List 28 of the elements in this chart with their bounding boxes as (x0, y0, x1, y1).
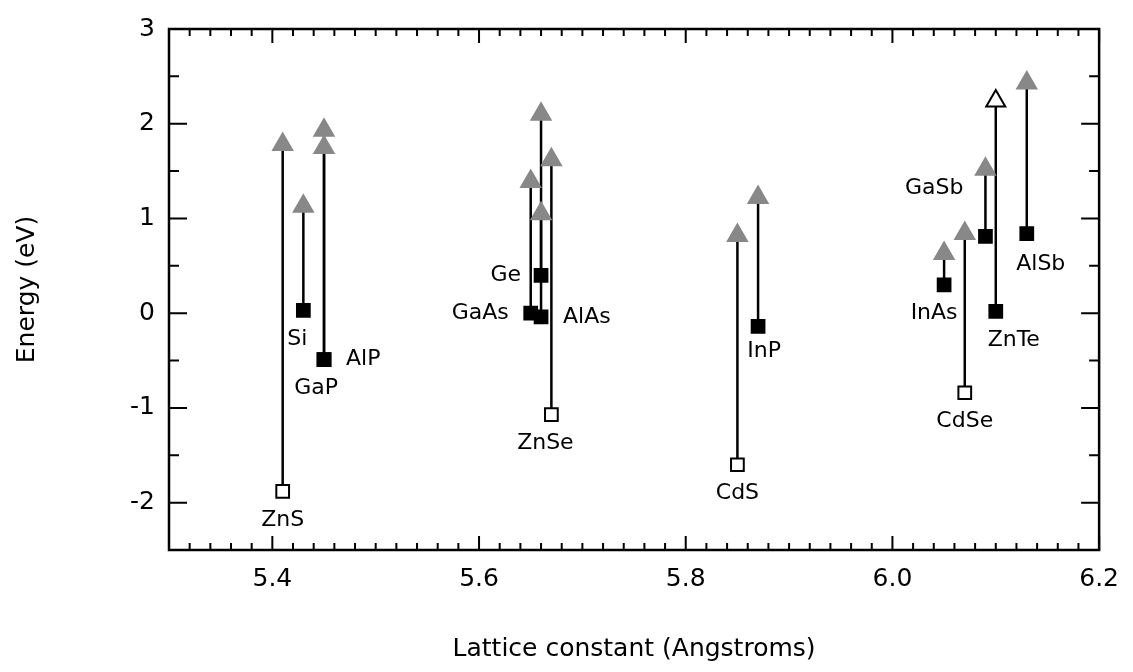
y-tick-label: 3 (139, 12, 155, 42)
x-tick-label: 6.2 (1079, 562, 1119, 592)
annotation: AlSb (1016, 250, 1066, 276)
y-tick-label: -2 (130, 486, 155, 516)
x-axis-title: Lattice constant (Angstroms) (452, 632, 816, 662)
annotation: GaAs (451, 298, 509, 324)
x-tick-label: 5.8 (665, 562, 706, 592)
y-tick-label: -1 (130, 391, 155, 421)
annotation: ZnSe (517, 429, 574, 455)
annotation: CdS (715, 479, 760, 505)
annotation: AlAs (563, 302, 611, 328)
annotation: CdSe (936, 407, 994, 433)
annotation: AlP (346, 345, 381, 371)
y-axis-title: Energy (eV) (10, 215, 40, 364)
annotation: Si (287, 325, 308, 351)
y-tick-label: 0 (139, 296, 155, 326)
y-tick-label: 1 (139, 201, 155, 231)
annotation: ZnS (261, 505, 305, 531)
annotation: InAs (910, 299, 958, 325)
y-tick-label: 2 (139, 107, 155, 137)
x-tick-label: 6.0 (872, 562, 913, 592)
x-tick-label: 5.4 (252, 562, 293, 592)
annotation: GaP (294, 374, 338, 400)
annotation: Ge (490, 261, 522, 287)
x-tick-label: 5.6 (459, 562, 499, 592)
annotation: ZnTe (987, 326, 1040, 352)
annotation: GaSb (904, 174, 964, 200)
annotation: InP (747, 337, 781, 363)
